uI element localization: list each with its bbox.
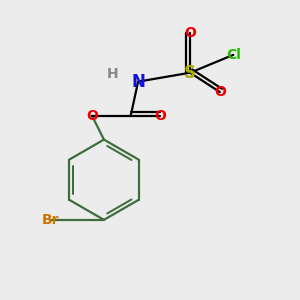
- Text: N: N: [131, 73, 145, 91]
- Text: O: O: [86, 109, 98, 123]
- Text: S: S: [184, 64, 196, 82]
- Text: Cl: Cl: [226, 48, 241, 62]
- Text: O: O: [214, 85, 226, 99]
- Text: Br: Br: [42, 213, 59, 227]
- Text: O: O: [184, 26, 196, 40]
- Text: H: H: [107, 67, 119, 81]
- Text: O: O: [154, 109, 166, 123]
